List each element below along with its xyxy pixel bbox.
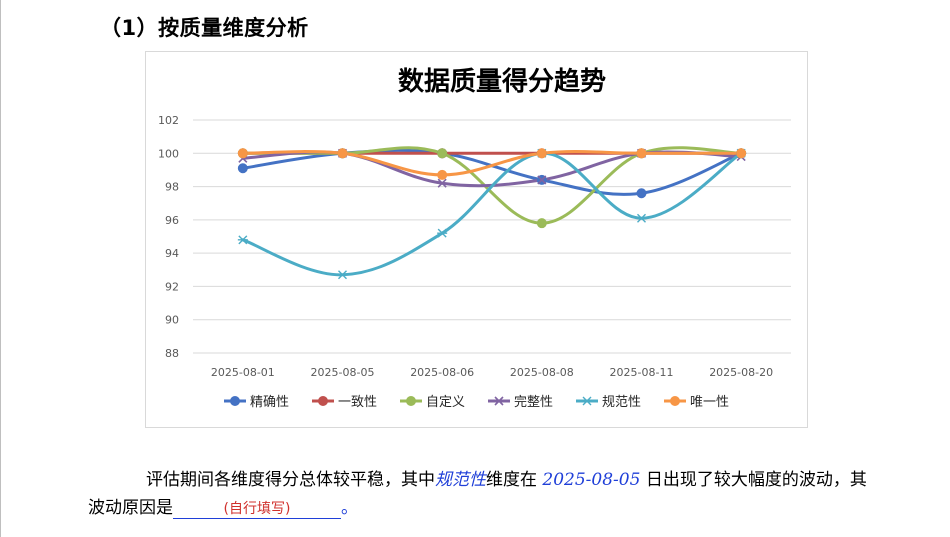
legend-label: 自定义: [426, 395, 465, 410]
data-point: [636, 213, 647, 223]
y-tick-label: 100: [158, 147, 179, 160]
data-point: [406, 396, 416, 406]
legend-label: 唯一性: [690, 395, 729, 410]
data-point: [237, 163, 248, 174]
data-point: [636, 148, 647, 159]
fill-in-blank[interactable]: (自行填写): [173, 500, 341, 519]
data-point: [337, 270, 348, 280]
section-heading: （1）按质量维度分析: [100, 16, 309, 40]
y-tick-label: 90: [165, 314, 179, 327]
chart-container: 数据质量得分趋势 88 90 92 94 96 98 100 102 2025-08-01 2025…: [145, 51, 808, 428]
data-point: [237, 148, 248, 159]
y-tick-label: 88: [165, 347, 179, 360]
data-point: [536, 148, 547, 159]
data-point: [237, 235, 248, 245]
data-point: [536, 218, 547, 229]
paragraph-text-2: 维度在: [486, 470, 537, 490]
legend-label: 完整性: [514, 395, 553, 410]
x-tick-label: 2025-08-05: [311, 366, 375, 379]
chart-title: 数据质量得分趋势: [398, 67, 606, 97]
data-point: [437, 169, 448, 180]
data-point: [318, 396, 328, 406]
y-tick-label: 94: [165, 247, 179, 260]
y-tick-label: 96: [165, 214, 179, 227]
highlight-dimension: 规范性: [435, 470, 486, 490]
legend-label: 一致性: [338, 395, 377, 410]
paragraph-end: 。: [341, 498, 358, 518]
x-tick-label: 2025-08-11: [610, 366, 674, 379]
data-point: [582, 396, 592, 406]
page-left-border: [0, 0, 1, 537]
legend-label: 规范性: [602, 395, 641, 410]
data-point: [736, 148, 747, 159]
x-tick-label: 2025-08-06: [410, 366, 474, 379]
y-tick-label: 102: [158, 114, 179, 127]
highlight-date: 2025-08-05: [542, 470, 641, 490]
x-tick-label: 2025-08-20: [709, 366, 773, 379]
paragraph-text-3: 日出现了较大幅度的波动，其波动原因是: [88, 470, 867, 518]
data-point: [670, 396, 680, 406]
data-point: [230, 396, 240, 406]
data-point: [437, 178, 447, 188]
data-point: [437, 228, 448, 238]
x-tick-label: 2025-08-08: [510, 366, 574, 379]
y-tick-label: 92: [165, 280, 179, 293]
legend-label: 精确性: [250, 395, 289, 410]
data-point: [337, 148, 348, 159]
data-point: [537, 175, 547, 185]
line-chart: 数据质量得分趋势 88 90 92 94 96 98 100 102 2025-08-01 2025…: [158, 67, 791, 410]
paragraph-text-1: 评估期间各维度得分总体较平稳，其中: [146, 470, 435, 490]
y-tick-label: 98: [165, 181, 179, 194]
series-line: [241, 151, 743, 277]
data-point: [437, 148, 448, 159]
data-point: [636, 188, 647, 199]
analysis-paragraph: 评估期间各维度得分总体较平稳，其中规范性维度在 2025-08-05 日出现了较…: [88, 466, 878, 522]
x-tick-label: 2025-08-01: [211, 366, 275, 379]
data-point: [494, 396, 504, 406]
